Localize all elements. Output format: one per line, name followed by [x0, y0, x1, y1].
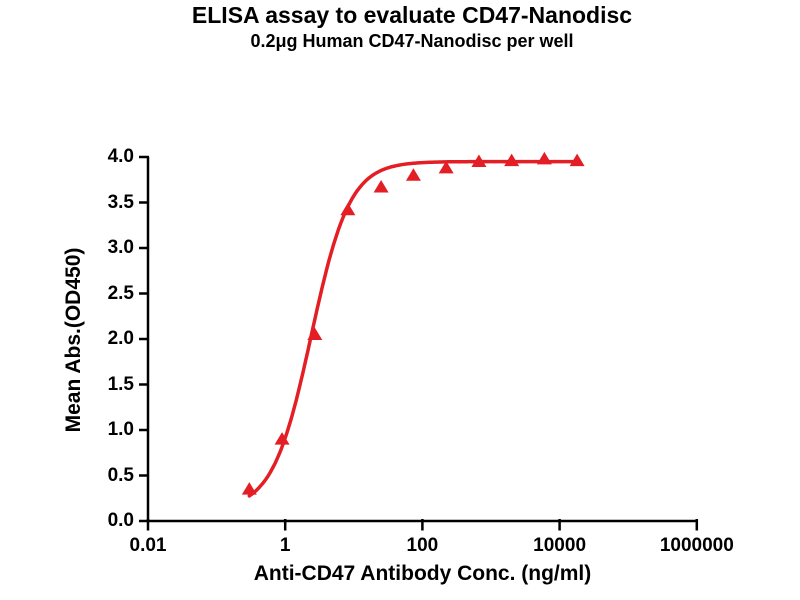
y-tick-label: 0.5 [107, 464, 134, 486]
y-tick-label: 3.0 [107, 237, 134, 258]
y-tick-label: 2.5 [107, 282, 134, 304]
data-point-marker [536, 151, 552, 165]
data-point-marker [405, 168, 421, 181]
y-tick-label: 3.5 [107, 191, 134, 213]
fit-curve [247, 159, 579, 498]
data-point-marker [471, 154, 487, 168]
data-point-marker [569, 153, 585, 167]
data-point-marker [274, 432, 290, 445]
data-point-marker [307, 327, 323, 340]
data-point-marker [241, 482, 257, 495]
x-tick-label: 10000 [533, 535, 587, 556]
chart-title: ELISA assay to evaluate CD47-Nanodisc [191, 2, 633, 28]
data-point-marker [504, 153, 520, 167]
x-tick-label: 0.01 [129, 535, 167, 556]
x-tick-label: 1 [279, 535, 291, 556]
data-point-marker [340, 202, 356, 216]
chart-subtitle: 0.2μg Human CD47-Nanodisc per well [250, 31, 574, 51]
x-tick-label: 1000000 [659, 535, 734, 556]
x-axis-label: Anti-CD47 Antibody Conc. (ng/ml) [253, 562, 592, 585]
y-tick-label: 2.0 [107, 328, 134, 349]
y-tick-label: 1.0 [107, 419, 134, 440]
y-tick-label: 1.5 [107, 373, 134, 395]
data-point-marker [373, 180, 389, 193]
y-tick-label: 0.0 [107, 510, 134, 531]
x-tick-label: 100 [406, 535, 439, 556]
y-tick-label: 4.0 [107, 146, 134, 167]
data-point-marker [438, 160, 454, 174]
